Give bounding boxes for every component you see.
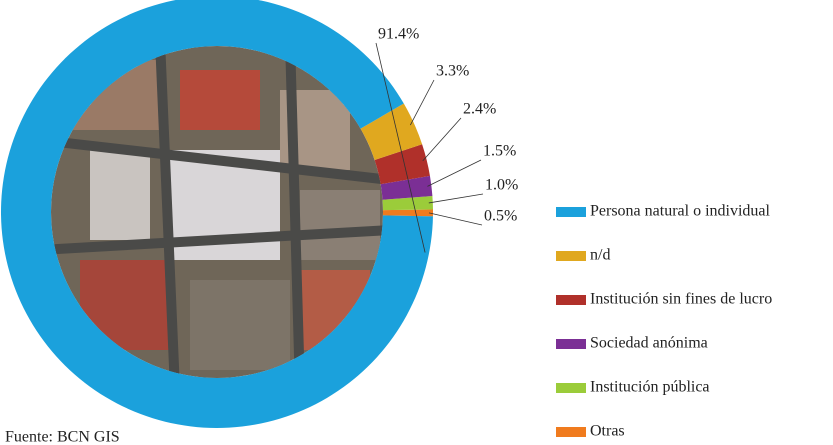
leader-line (427, 159, 482, 187)
legend-label: Persona natural o individual (590, 203, 771, 220)
leader-line (428, 212, 483, 226)
donut-slice (380, 175, 433, 200)
legend-label: Institución pública (590, 379, 710, 396)
legend-label: n/d (590, 247, 610, 264)
leader-line (410, 79, 435, 126)
legend-swatch (556, 339, 586, 349)
donut-slice (382, 209, 433, 217)
leader-line (428, 193, 484, 204)
legend-swatch (556, 383, 586, 393)
legend-swatch (556, 295, 586, 305)
data-label: 1.5% (483, 143, 516, 160)
data-label: 2.4% (463, 101, 496, 118)
legend-label: Sociedad anónima (590, 335, 708, 352)
legend-swatch (556, 251, 586, 261)
source-note: Fuente: BCN GIS (5, 429, 120, 445)
data-label: 0.5% (484, 208, 517, 225)
data-label: 3.3% (436, 63, 469, 80)
leader-line (422, 117, 462, 162)
data-label: 1.0% (485, 177, 518, 194)
donut-slice (382, 195, 433, 211)
data-label: 91.4% (378, 26, 419, 43)
legend-swatch (556, 427, 586, 437)
donut-slice (360, 103, 423, 160)
legend-label: Otras (590, 423, 625, 440)
donut-slice (374, 144, 430, 185)
aerial-photo (51, 46, 383, 378)
leader-line (375, 42, 426, 253)
legend-label: Institución sin fines de lucro (590, 291, 772, 308)
legend-swatch (556, 207, 586, 217)
